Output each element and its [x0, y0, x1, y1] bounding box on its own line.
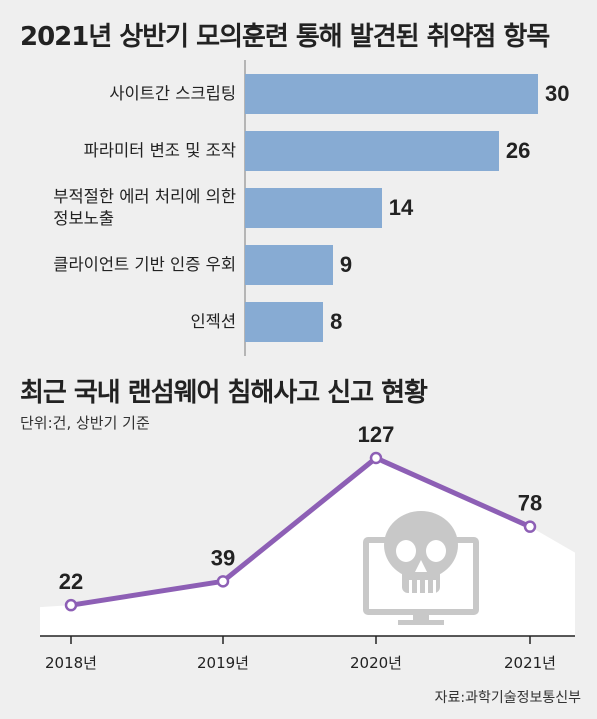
bar-value-label: 14 [388, 195, 414, 220]
line-chart-unit: 단위:건, 상반기 기준 [20, 414, 150, 432]
bar-category-label: 부적절한 에러 처리에 의한 정보노출 [53, 187, 236, 228]
bar [245, 245, 333, 285]
bar-value-label: 30 [545, 81, 570, 106]
bar-chart-title: 2021년 상반기 모의훈련 통해 발견된 취약점 항목 [20, 22, 550, 52]
data-point [216, 575, 230, 588]
bar-category-label: 사이트간 스크립팅 [109, 84, 236, 103]
data-value-label: 127 [358, 422, 395, 447]
x-tick-label: 2020년 [350, 654, 402, 672]
bar-category-label: 인젝션 [190, 312, 236, 331]
x-tick-label: 2018년 [45, 654, 97, 672]
data-point [523, 520, 537, 533]
data-point [64, 598, 78, 612]
bar [245, 74, 538, 114]
bar [245, 131, 499, 171]
series-line [70, 455, 532, 608]
data-value-label: 22 [59, 569, 83, 594]
bar-category-label: 클라이언트 기반 인증 우회 [53, 255, 236, 274]
line-area [40, 458, 575, 636]
bar-category-label: 파라미터 변조 및 조작 [83, 141, 236, 160]
bar-value-label: 9 [339, 252, 353, 277]
data-value-label: 78 [518, 491, 542, 516]
data-point [369, 451, 383, 465]
bar-value-label: 26 [505, 138, 531, 163]
line-chart-title: 최근 국내 랜섬웨어 침해사고 신고 현황 [20, 378, 428, 408]
data-value-label: 39 [211, 545, 235, 570]
bar [245, 302, 324, 342]
bar-value-label: 8 [330, 309, 343, 334]
source-note: 자료:과학기술정보통신부 [434, 690, 581, 706]
x-tick-label: 2019년 [197, 654, 249, 672]
x-tick-label: 2021년 [504, 654, 556, 672]
skull-monitor-icon [363, 511, 479, 625]
bar [245, 188, 382, 228]
